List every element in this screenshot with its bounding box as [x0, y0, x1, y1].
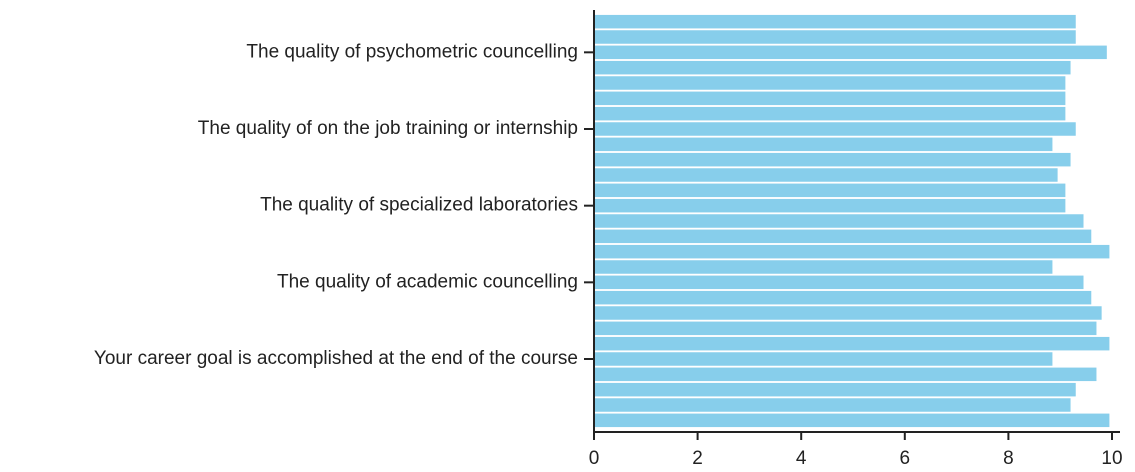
x-tick-label: 8 [1003, 448, 1014, 469]
bar [594, 352, 1053, 366]
bar [594, 137, 1053, 152]
bar [594, 306, 1102, 320]
bar [594, 168, 1058, 182]
bar [594, 413, 1110, 428]
x-tick-label: 0 [589, 448, 600, 469]
bar [594, 198, 1066, 213]
bar [594, 45, 1107, 60]
bar [594, 122, 1076, 136]
bar [594, 214, 1084, 228]
y-tick-label: The quality of academic councelling [277, 271, 578, 292]
x-tick-label: 6 [900, 448, 911, 469]
bar [594, 183, 1066, 198]
x-tick-label: 10 [1101, 448, 1122, 469]
bar [594, 321, 1097, 336]
bar [594, 14, 1076, 29]
y-tick-label: The quality of on the job training or in… [198, 118, 578, 139]
x-tick-label: 2 [692, 448, 703, 469]
y-tick-label: The quality of specialized laboratories [260, 195, 578, 216]
bar [594, 336, 1110, 351]
bar [594, 290, 1092, 305]
bar [594, 106, 1066, 121]
bar [594, 244, 1110, 259]
bar [594, 260, 1053, 274]
y-tick-label: Your career goal is accomplished at the … [94, 348, 578, 369]
bar [594, 367, 1097, 382]
bar [594, 30, 1076, 44]
bar [594, 152, 1071, 167]
bar [594, 398, 1071, 412]
bar [594, 229, 1092, 244]
x-tick-label: 4 [796, 448, 807, 469]
bar [594, 382, 1076, 397]
bar [594, 91, 1066, 106]
y-tick-label: The quality of psychometric councelling [246, 41, 578, 62]
bar [594, 275, 1084, 290]
bar [594, 76, 1066, 90]
bar [594, 60, 1071, 75]
